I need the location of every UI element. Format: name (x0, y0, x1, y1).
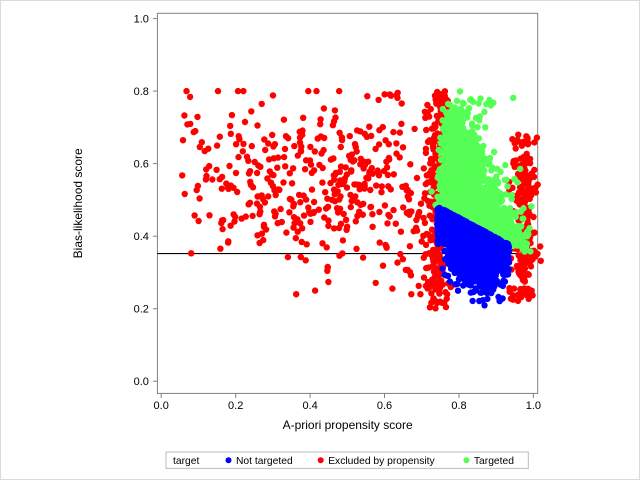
svg-text:0.0: 0.0 (134, 376, 149, 388)
svg-text:0.6: 0.6 (134, 159, 149, 171)
svg-text:0.8: 0.8 (134, 86, 149, 98)
svg-text:0.0: 0.0 (154, 400, 169, 412)
svg-text:0.8: 0.8 (451, 400, 466, 412)
svg-text:0.4: 0.4 (302, 400, 317, 412)
svg-text:1.0: 1.0 (134, 14, 149, 26)
svg-text:0.4: 0.4 (134, 231, 149, 243)
svg-text:1.0: 1.0 (526, 400, 541, 412)
svg-text:0.6: 0.6 (377, 400, 392, 412)
svg-text:0.2: 0.2 (228, 400, 243, 412)
svg-text:0.2: 0.2 (134, 304, 149, 316)
